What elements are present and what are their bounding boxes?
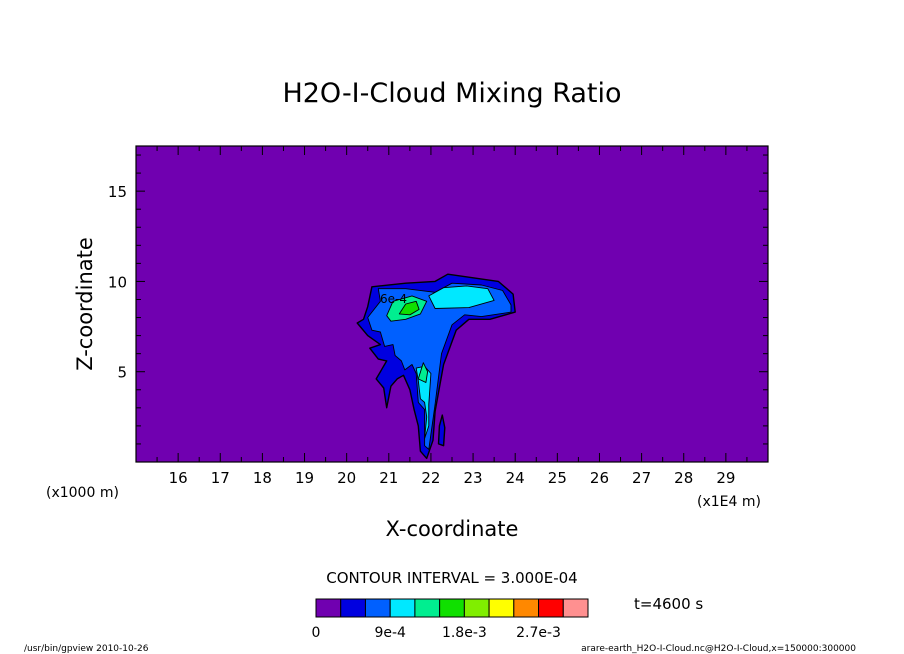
x-axis-label: X-coordinate <box>386 517 519 541</box>
x-tick-label: 27 <box>632 469 651 487</box>
colorbar-swatch <box>414 598 441 618</box>
x-tick-label: 19 <box>295 469 314 487</box>
x-tick-label: 28 <box>674 469 693 487</box>
x-tick-label: 24 <box>506 469 525 487</box>
colorbar-swatch <box>562 598 589 618</box>
colorbar-swatch <box>463 598 490 618</box>
contour-region-level-5 <box>398 300 420 316</box>
x-axis-ticks: 16 17 18 19 20 21 22 23 24 25 26 27 28 29 <box>135 146 769 487</box>
chart-title: H2O-I-Cloud Mixing Ratio <box>282 78 621 109</box>
colorbar-swatch <box>315 598 342 618</box>
colorbar-swatch <box>389 598 416 618</box>
y-axis-unit: (x1000 m) <box>46 485 119 501</box>
x-tick-label: 25 <box>548 469 567 487</box>
y-tick-label: 15 <box>108 183 127 201</box>
colorbar-label: 9e-4 <box>374 625 406 641</box>
contour-line-label: 6e-4 <box>380 292 407 306</box>
colorbar-swatch <box>538 598 564 618</box>
colorbar-label: 1.8e-3 <box>442 625 487 641</box>
y-tick-label: 10 <box>108 273 127 291</box>
footer-left: /usr/bin/gpview 2010-10-26 <box>24 644 149 654</box>
x-tick-label: 21 <box>379 469 398 487</box>
x-tick-label: 18 <box>253 469 272 487</box>
x-tick-label: 20 <box>337 469 356 487</box>
time-label: t=4600 s <box>634 595 703 613</box>
contour-region-level-2 <box>367 282 512 450</box>
footer-right: arare-earth_H2O-I-Cloud.nc@H2O-I-Cloud,x… <box>581 644 856 654</box>
colorbar-swatch <box>340 598 366 618</box>
colorbar-swatch <box>488 598 515 618</box>
colorbar-swatch <box>513 598 540 618</box>
y-tick-label: 5 <box>117 364 127 382</box>
contour-region-level-3 <box>428 285 495 309</box>
y-axis-ticks: 5 10 15 <box>108 154 768 445</box>
contour-region-level-1 <box>437 414 446 447</box>
y-axis-label: Z-coordinate <box>73 237 97 371</box>
contour-region-level-3 <box>415 365 432 439</box>
contour-interval: CONTOUR INTERVAL = 3.000E-04 <box>326 569 577 587</box>
x-tick-label: 23 <box>464 469 483 487</box>
colorbar-label: 2.7e-3 <box>516 625 561 641</box>
x-tick-label: 26 <box>590 469 609 487</box>
x-tick-label: 29 <box>716 469 735 487</box>
x-tick-label: 17 <box>211 469 230 487</box>
x-tick-label: 22 <box>421 469 440 487</box>
x-axis-unit: (x1E4 m) <box>697 494 761 510</box>
colorbar-swatch <box>439 598 465 618</box>
plot-area: 6e-4 16 17 18 19 20 21 22 23 24 25 26 27 28 29 5 10 15 <box>108 145 769 487</box>
colorbar: 0 9e-4 1.8e-3 2.7e-3 <box>312 598 589 641</box>
x-tick-label: 16 <box>169 469 188 487</box>
colorbar-label: 0 <box>312 625 321 641</box>
contour-region-level-4 <box>417 362 429 383</box>
contour-fills <box>356 273 516 460</box>
colorbar-swatch <box>364 598 391 618</box>
